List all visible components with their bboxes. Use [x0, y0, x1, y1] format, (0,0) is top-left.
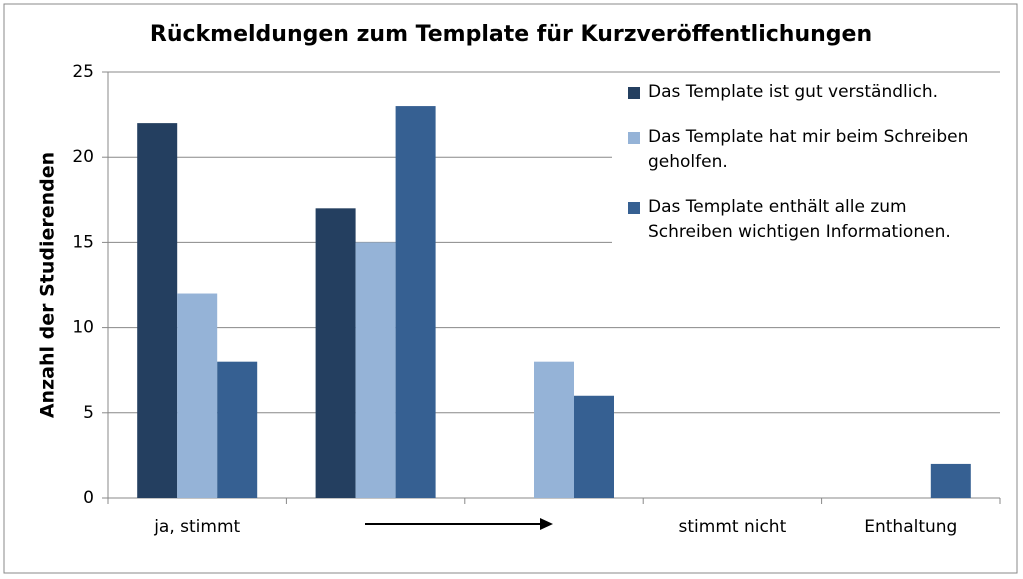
y-tick-label: 10	[72, 318, 94, 338]
legend-label: Das Template hat mir beim Schreiben geho…	[648, 127, 969, 172]
bar	[217, 361, 258, 498]
y-axis-title: Anzahl der Studierenden	[37, 152, 59, 418]
x-tick-label: Enthaltung	[864, 517, 957, 537]
y-tick-label: 5	[83, 403, 94, 423]
legend-entry: Das Template enthält alle zum Schreiben …	[628, 195, 973, 245]
legend-label: Das Template enthält alle zum Schreiben …	[648, 197, 951, 242]
y-tick-label: 20	[72, 147, 94, 167]
chart-title: Rückmeldungen zum Template für Kurzveröf…	[150, 22, 872, 47]
legend-entry: Das Template ist gut verständlich.	[628, 80, 973, 105]
bar	[534, 361, 574, 498]
legend-swatch	[628, 87, 640, 99]
x-tick-label: ja, stimmt	[153, 517, 240, 537]
legend-background	[612, 74, 1000, 296]
bar	[315, 208, 356, 498]
legend-entry: Das Template hat mir beim Schreiben geho…	[628, 125, 973, 175]
legend-swatch	[628, 202, 640, 214]
bar	[355, 242, 396, 498]
y-tick-label: 25	[72, 62, 94, 82]
bar	[574, 395, 614, 498]
y-tick-label: 0	[83, 488, 94, 508]
legend-swatch	[628, 132, 640, 144]
bar	[930, 463, 971, 498]
legend-label: Das Template ist gut verständlich.	[648, 82, 939, 102]
bar	[395, 106, 436, 498]
bar	[177, 293, 218, 498]
legend: Das Template ist gut verständlich. Das Te…	[628, 80, 973, 265]
arrow-head	[540, 518, 553, 530]
bar	[137, 123, 178, 499]
y-tick-label: 15	[72, 232, 94, 252]
x-tick-label: stimmt nicht	[679, 517, 787, 537]
plot: ja, stimmt stimmt nicht Enthaltung	[137, 106, 971, 537]
